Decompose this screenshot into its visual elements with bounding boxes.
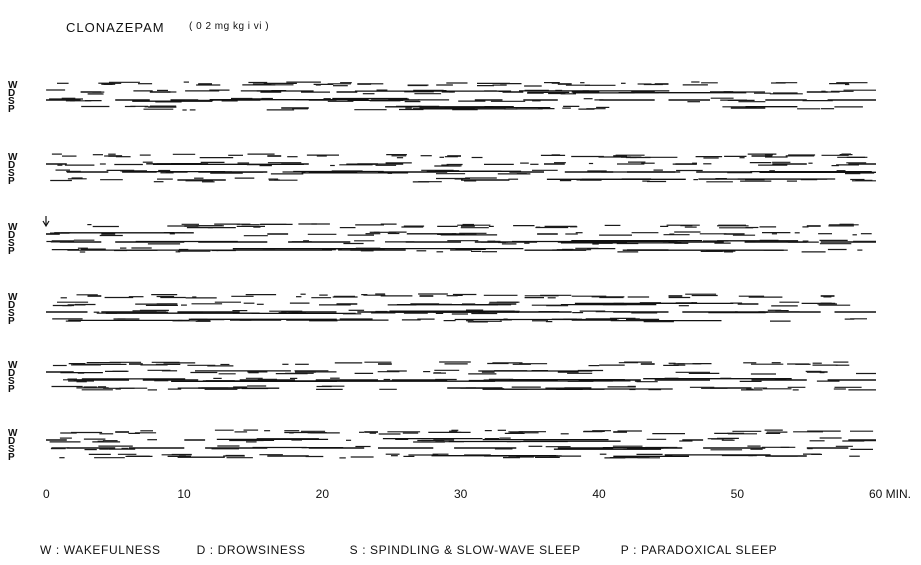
legend-drowsiness: D : DROWSINESS — [196, 543, 306, 557]
stage-label: S — [8, 238, 15, 249]
stage-label: D — [8, 88, 15, 99]
chart-title: CLONAZEPAM ( 0 2 mg kg i vi ) — [66, 20, 269, 35]
drug-name: CLONAZEPAM — [66, 20, 165, 35]
stage-label: D — [8, 160, 15, 171]
x-tick-label: 0 — [43, 487, 50, 501]
x-tick-label: 60 MIN. — [869, 487, 911, 501]
stage-label: W — [8, 292, 18, 303]
dose-label: ( 0 2 mg kg i vi ) — [189, 21, 270, 32]
stage-label: P — [8, 316, 15, 327]
stage-label: D — [8, 436, 15, 447]
stage-label: D — [8, 300, 15, 311]
legend-paradoxical-sleep: P : PARADOXICAL SLEEP — [620, 543, 778, 557]
stage-label: S — [8, 376, 15, 387]
stage-label: S — [8, 96, 15, 107]
stage-label: P — [8, 104, 15, 115]
stage-label: W — [8, 222, 18, 233]
stage-label: P — [8, 176, 15, 187]
stage-label: D — [8, 230, 15, 241]
x-tick-label: 50 — [731, 487, 745, 501]
stage-label: D — [8, 368, 15, 379]
injection-arrow-head — [42, 220, 50, 228]
stage-label: S — [8, 308, 15, 319]
stage-label: W — [8, 428, 18, 439]
x-tick-label: 20 — [316, 487, 330, 501]
stage-label: P — [8, 246, 15, 257]
stage-label: P — [8, 384, 15, 395]
legend-slow-wave-sleep: S : SPINDLING & SLOW-WAVE SLEEP — [349, 543, 581, 557]
stage-label: W — [8, 80, 18, 91]
stage-label: W — [8, 360, 18, 371]
stage-label: S — [8, 444, 15, 455]
x-tick-label: 30 — [454, 487, 468, 501]
x-tick-label: 10 — [177, 487, 191, 501]
legend-wakefulness: W : WAKEFULNESS — [40, 543, 161, 557]
stage-label: P — [8, 452, 15, 463]
x-tick-label: 40 — [592, 487, 606, 501]
stage-legend: W : WAKEFULNESS D : DROWSINESS S : SPIND… — [40, 543, 910, 557]
stage-label: S — [8, 168, 15, 179]
stage-label: W — [8, 152, 18, 163]
